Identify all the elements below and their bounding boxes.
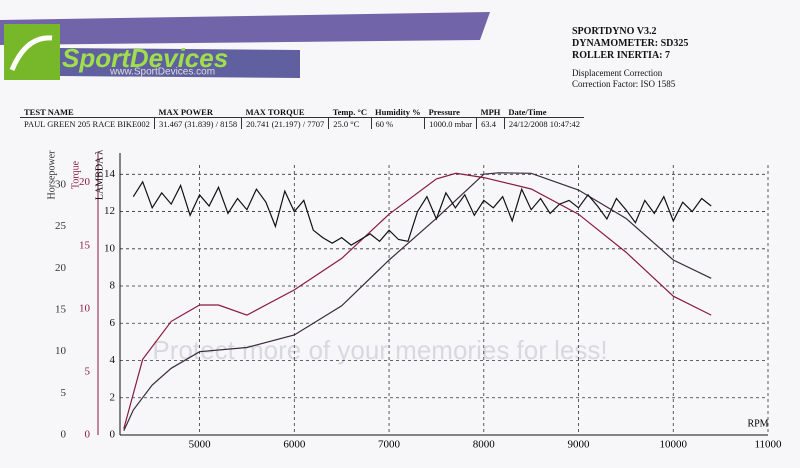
column-header: MAX POWER bbox=[154, 106, 242, 118]
y-tick-label: 5 bbox=[85, 365, 91, 377]
y-tick-label: 8 bbox=[110, 280, 116, 292]
correction-line: Displacement Correction bbox=[572, 68, 663, 78]
table-cell: 25.0 °C bbox=[328, 117, 372, 129]
axis-label: LAMBDA λ bbox=[94, 150, 105, 200]
axis-label: RPM bbox=[747, 418, 768, 429]
y-tick-label: 30 bbox=[55, 179, 67, 191]
y-tick-label: 20 bbox=[55, 262, 67, 274]
y-tick-label: 4 bbox=[110, 354, 116, 366]
axis-label: Horsepower bbox=[46, 150, 57, 200]
table-row: PAUL GREEN 205 RACE BIKE002 31.467 (31.83… bbox=[20, 117, 584, 129]
x-tick-label: 11000 bbox=[754, 439, 782, 451]
y-tick-label: 2 bbox=[110, 391, 116, 403]
website: www.SportDevices.com bbox=[109, 67, 215, 78]
table-cell: 31.467 (31.839) / 8158 bbox=[153, 117, 242, 129]
x-tick-label: 6000 bbox=[283, 439, 306, 451]
column-header: Date/Time bbox=[504, 106, 584, 118]
column-header: TEST NAME bbox=[20, 106, 155, 118]
y-tick-label: 14 bbox=[104, 168, 116, 180]
axis-label: Torque bbox=[70, 160, 81, 189]
correction-line: Correction Factor: ISO 1585 bbox=[572, 79, 676, 89]
logo: SportDevices www.SportDevices.com bbox=[0, 12, 490, 80]
series-line bbox=[123, 172, 712, 429]
y-tick-label: 0 bbox=[85, 429, 91, 441]
x-tick-label: 9000 bbox=[568, 439, 591, 451]
y-tick-label: 12 bbox=[104, 205, 115, 217]
y-tick-label: 15 bbox=[55, 304, 67, 316]
column-header: Temp. °C bbox=[328, 106, 372, 118]
x-tick-label: 10000 bbox=[660, 439, 688, 451]
correction: Displacement Correction Correction Facto… bbox=[572, 68, 675, 90]
y-tick-label: 6 bbox=[110, 317, 116, 329]
series-line bbox=[123, 172, 712, 432]
logo-text: SportDevices bbox=[62, 43, 228, 73]
table-cell: 20.741 (21.197) / 7707 bbox=[241, 117, 329, 129]
info-line: DYNAMOMETER: SD325 bbox=[572, 38, 689, 49]
y-tick-label: 10 bbox=[55, 345, 67, 357]
column-header: Pressure bbox=[424, 106, 477, 118]
y-tick-label: 25 bbox=[55, 220, 67, 232]
y-tick-label: 10 bbox=[104, 242, 116, 254]
column-header: MAX TORQUE bbox=[241, 106, 329, 118]
table-cell: 1000.0 mbar bbox=[424, 117, 477, 129]
info-line: ROLLER INERTIA: 7 bbox=[572, 50, 670, 61]
table-cell: 63.4 bbox=[476, 117, 505, 129]
x-tick-label: 8000 bbox=[473, 439, 496, 451]
table-cell: 60 % bbox=[370, 117, 425, 129]
watermark: Protect more of your memories for less! bbox=[152, 335, 607, 365]
column-header: MPH bbox=[476, 106, 505, 118]
y-tick-label: 20 bbox=[79, 176, 91, 188]
table-cell: PAUL GREEN 205 RACE BIKE002 bbox=[24, 118, 150, 129]
y-tick-label: 10 bbox=[79, 302, 91, 314]
table-cell: 24/12/2008 10:47:42 bbox=[503, 117, 584, 129]
y-tick-label: 0 bbox=[61, 429, 67, 441]
x-tick-label: 5000 bbox=[189, 439, 212, 451]
y-tick-label: 5 bbox=[61, 387, 67, 399]
results-table: TEST NAME MAX POWER MAX TORQUE Temp. °C Humi… bbox=[20, 106, 584, 129]
y-tick-label: 0 bbox=[110, 429, 116, 441]
column-header: Humidity % bbox=[371, 106, 425, 118]
x-tick-label: 7000 bbox=[378, 439, 401, 451]
info-line: SPORTDYNO V3.2 bbox=[572, 26, 657, 37]
series-line bbox=[132, 180, 712, 246]
dyno-info: SPORTDYNO V3.2 DYNAMOMETER: SD325 ROLLER… bbox=[572, 26, 688, 62]
y-tick-label: 15 bbox=[79, 239, 91, 251]
